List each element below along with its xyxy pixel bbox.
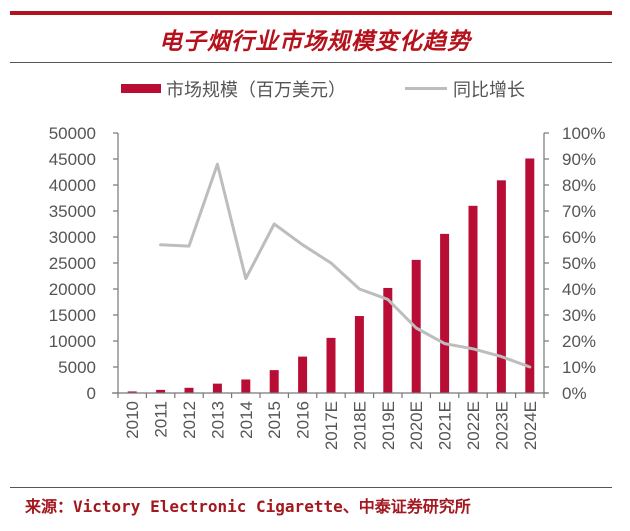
bar	[326, 337, 336, 393]
x-axis-label: 2014	[237, 401, 256, 439]
left-axis-label: 45000	[49, 150, 96, 169]
bar	[468, 205, 478, 393]
bar	[496, 180, 506, 393]
x-axis-label: 2024E	[521, 401, 540, 450]
legend-bar-swatch	[121, 84, 161, 93]
x-axis-label: 2020E	[407, 401, 426, 450]
bar	[156, 389, 166, 393]
x-axis-label: 2022E	[464, 401, 483, 450]
legend-line-swatch	[405, 87, 447, 90]
left-axis-label: 50000	[49, 124, 96, 143]
source-note: 来源：Victory Electronic Cigarette、中泰证券研究所	[25, 497, 471, 516]
chart-title: 电子烟行业市场规模变化趋势	[159, 28, 471, 55]
right-axis-label: 100%	[562, 124, 605, 143]
x-axis-label: 2013	[208, 401, 227, 439]
right-axis-label: 10%	[562, 358, 596, 377]
right-axis-label: 50%	[562, 254, 596, 273]
right-axis-label: 0%	[562, 384, 587, 403]
right-axis-label: 90%	[562, 150, 596, 169]
right-axis-label: 20%	[562, 332, 596, 351]
bar	[383, 287, 393, 393]
bar	[212, 383, 222, 393]
left-axis-label: 15000	[49, 306, 96, 325]
right-axis-label: 40%	[562, 280, 596, 299]
bar	[241, 379, 251, 393]
legend-bar-label: 市场规模（百万美元）	[166, 80, 346, 100]
title-divider	[10, 62, 612, 63]
legend-line-label: 同比增长	[453, 80, 525, 100]
left-axis-label: 10000	[49, 332, 96, 351]
x-axis-label: 2021E	[436, 401, 455, 450]
x-axis-label: 2012	[180, 401, 199, 439]
top-rule	[10, 11, 612, 15]
x-axis-label: 2018E	[350, 401, 369, 450]
legend: 市场规模（百万美元） 同比增长	[0, 76, 630, 100]
bar	[184, 387, 194, 393]
bar	[354, 316, 364, 393]
left-axis-label: 35000	[49, 202, 96, 221]
right-axis-label: 80%	[562, 176, 596, 195]
x-axis-label: 2023E	[492, 401, 511, 450]
bar	[440, 233, 450, 393]
bar	[298, 356, 308, 393]
bottom-rule	[10, 487, 612, 488]
x-axis-label: 2017E	[322, 401, 341, 450]
left-axis-label: 30000	[49, 228, 96, 247]
left-axis-label: 5000	[58, 358, 96, 377]
bar	[525, 158, 535, 393]
bar	[269, 370, 279, 393]
right-axis-label: 70%	[562, 202, 596, 221]
left-axis-label: 40000	[49, 176, 96, 195]
right-axis-label: 60%	[562, 228, 596, 247]
growth-line	[159, 162, 532, 369]
x-axis-label: 2011	[152, 401, 171, 438]
x-axis-label: 2019E	[379, 401, 398, 450]
x-axis-label: 2010	[123, 401, 142, 439]
x-axis-label: 2016	[294, 401, 313, 439]
bar	[127, 391, 137, 393]
left-axis-label: 25000	[49, 254, 96, 273]
left-axis-label: 0	[87, 384, 96, 403]
right-axis-label: 30%	[562, 306, 596, 325]
left-axis-label: 20000	[49, 280, 96, 299]
x-axis-label: 2015	[265, 401, 284, 439]
